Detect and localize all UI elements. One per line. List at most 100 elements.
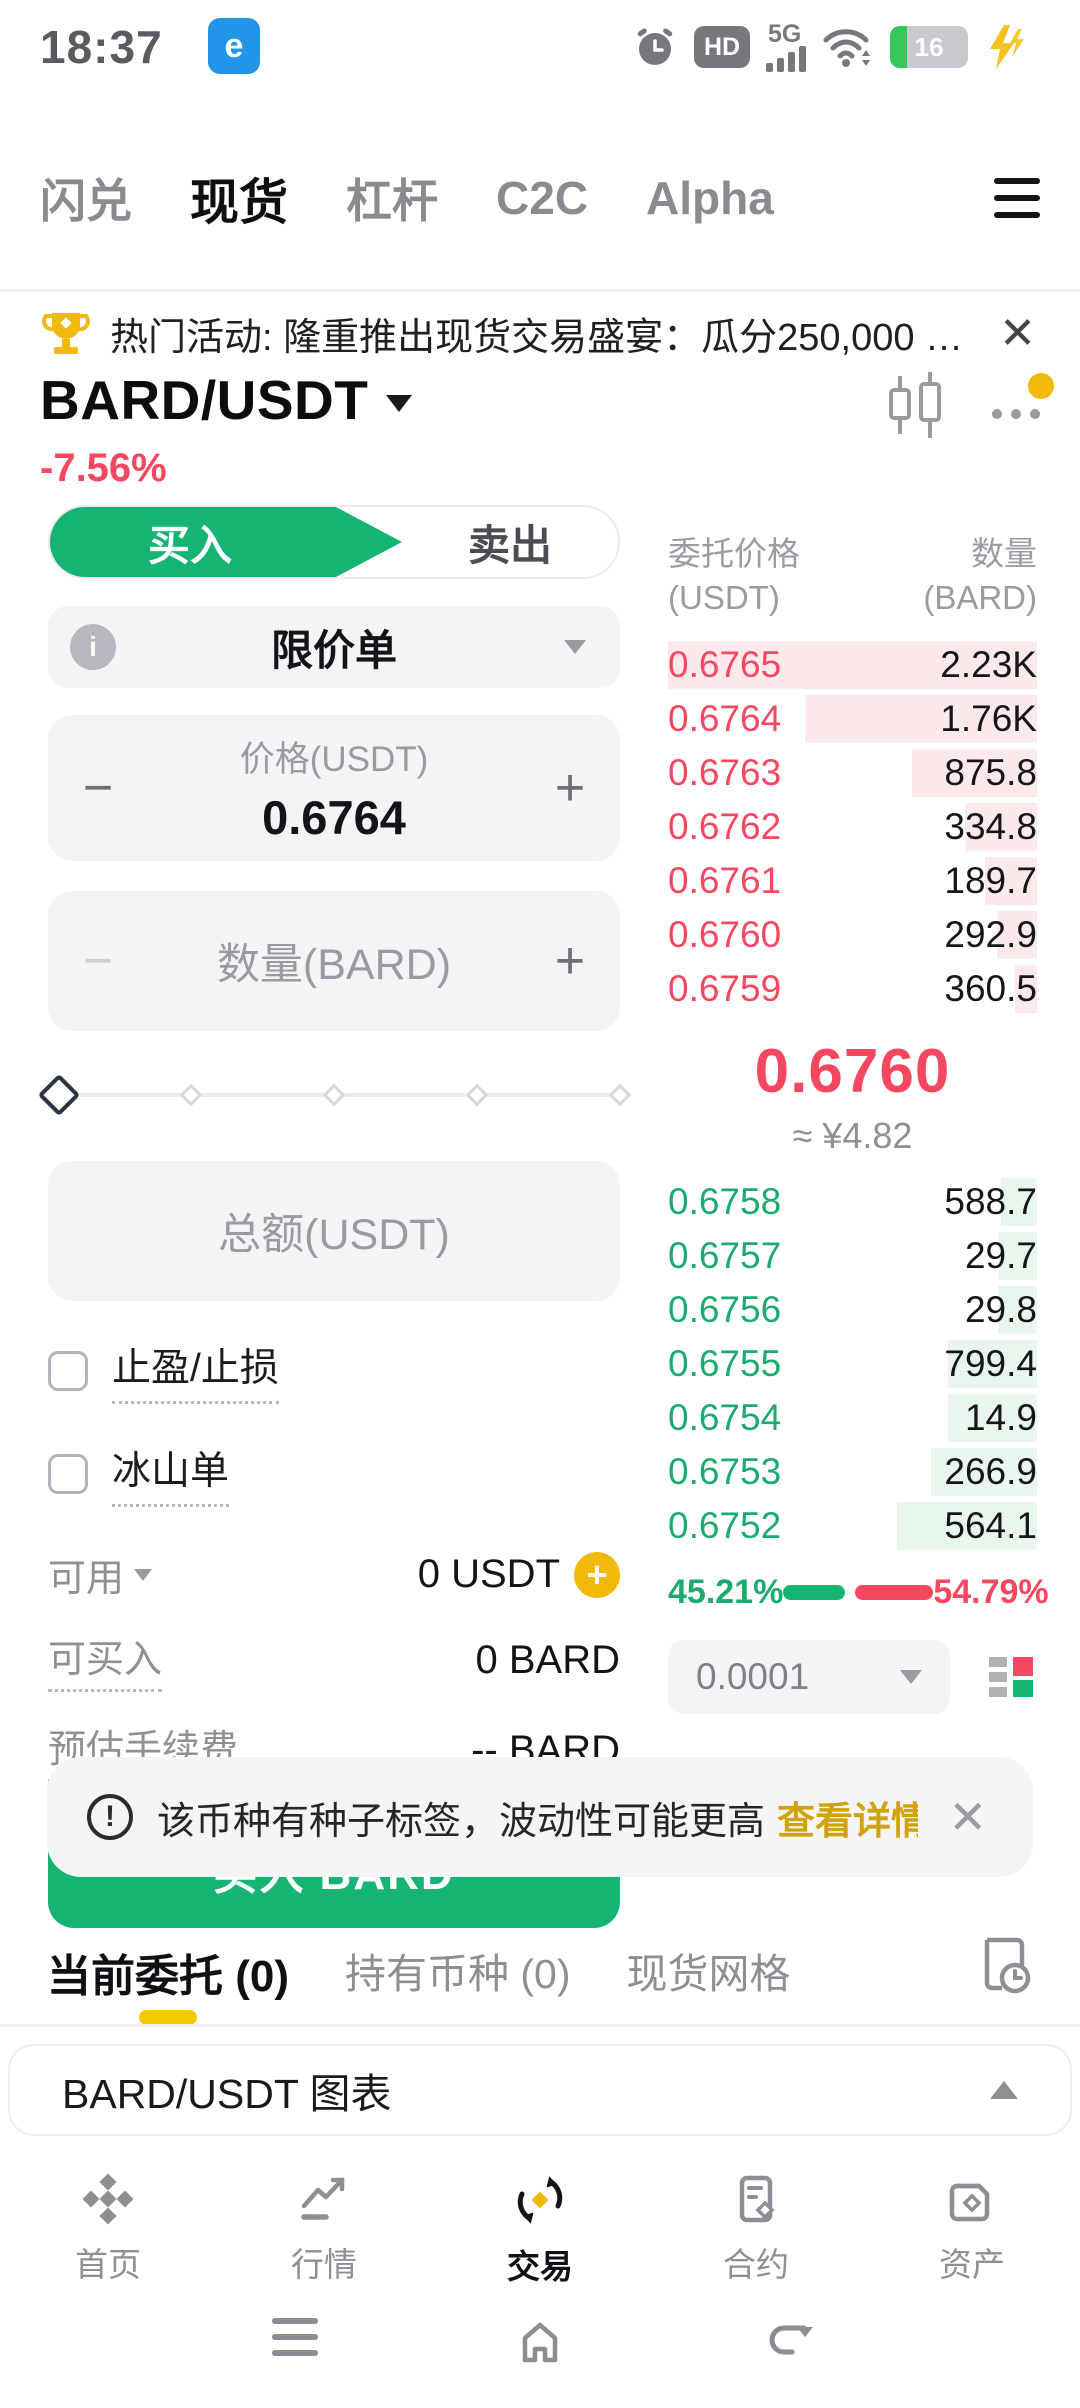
ask-row[interactable]: 0.6764 1.76K [668,692,1037,746]
bid-row[interactable]: 0.6757 29.7 [668,1229,1037,1283]
sell-side-tab[interactable]: 卖出 [402,507,618,577]
bid-row[interactable]: 0.6752 564.1 [668,1499,1037,1553]
bid-price: 0.6752 [668,1505,782,1546]
slider-tick-100[interactable] [608,1083,632,1107]
buy-ratio: 45.21% [668,1573,784,1611]
ask-amount: 360.5 [944,968,1037,1009]
tab-margin[interactable]: 杠杆 [346,175,439,227]
total-input[interactable]: 总额(USDT) [48,1161,620,1301]
last-price-block[interactable]: 0.6760 ≈ ¥4.82 [668,1016,1037,1175]
wifi-icon [823,29,870,67]
ask-row[interactable]: 0.6762 334.8 [668,800,1037,854]
tab-convert[interactable]: 闪兑 [40,175,132,227]
amount-plus-button[interactable]: + [554,932,586,990]
price-plus-button[interactable]: + [554,759,586,817]
nav-markets[interactable]: 行情 [216,2172,432,2288]
slider-tick-25[interactable] [179,1083,203,1107]
slider-handle[interactable] [38,1073,81,1117]
bid-row[interactable]: 0.6753 266.9 [668,1445,1037,1499]
iceberg-option[interactable]: 冰山单 [48,1440,620,1507]
divider [0,289,1080,292]
max-buy-row: 可买入 0 BARD [48,1628,620,1692]
buy-side-tab[interactable]: 买入 [50,507,402,577]
warning-close-icon[interactable]: ✕ [948,1791,987,1843]
nav-home[interactable]: 首页 [0,2172,216,2288]
android-back-icon[interactable] [760,2314,816,2366]
more-options-icon[interactable] [992,373,1054,419]
status-bar: 18:37 e HD 5G [0,14,1080,78]
ask-row[interactable]: 0.6765 2.23K [668,638,1037,692]
depth-bar [911,749,1037,797]
price-value: 0.6764 [262,791,406,844]
ask-price: 0.6762 [668,806,782,847]
cellular-signal-icon: 5G [766,22,806,72]
ask-row[interactable]: 0.6760 292.9 [668,908,1037,962]
tab-alpha[interactable]: Alpha [646,172,774,224]
deposit-plus-icon[interactable]: + [574,1551,620,1598]
iceberg-checkbox[interactable] [48,1453,88,1494]
tab-spot-grid[interactable]: 现货网格 [626,1951,791,1997]
view-details-link[interactable]: 查看详情 [777,1800,919,1843]
max-buy-value: 0 BARD [475,1637,621,1682]
depth-bar [804,695,1037,743]
recents-icon[interactable] [272,2318,318,2356]
android-home-icon[interactable] [512,2312,568,2368]
order-type-select[interactable]: i 限价单 [48,606,620,688]
promo-banner[interactable]: 热门活动: 隆重推出现货交易盛宴：瓜分250,000 US... ✕ [40,302,1040,364]
order-type-value: 限价单 [270,626,397,674]
tab-open-orders[interactable]: 当前委托 (0) [47,1934,289,2004]
slider-tick-75[interactable] [465,1083,489,1107]
pair-selector[interactable]: BARD/USDT [40,368,1040,432]
order-history-icon[interactable] [977,1934,1033,1994]
charging-bolt-icon [990,25,1024,69]
hd-icon: HD [694,26,750,68]
tab-holdings[interactable]: 持有币种 (0) [345,1951,571,1997]
nav-futures[interactable]: 合约 [648,2172,864,2288]
ask-row[interactable]: 0.6763 875.8 [668,746,1037,800]
tpsl-checkbox[interactable] [48,1350,88,1391]
ask-row[interactable]: 0.6761 189.7 [668,854,1037,908]
info-icon[interactable]: i [70,624,116,670]
hamburger-menu-icon[interactable] [994,178,1040,218]
price-input[interactable]: − 价格(USDT) 0.6764 + [48,715,620,861]
bottom-navigation: 首页 行情 交易 [0,2172,1080,2288]
collapse-arrow-icon[interactable] [990,2081,1018,2099]
candlestick-chart-icon[interactable] [882,370,948,440]
tpsl-option[interactable]: 止盈/止损 [48,1337,620,1404]
nav-trade[interactable]: 交易 [432,2172,648,2288]
bid-amount: 588.7 [944,1181,1037,1222]
bid-row[interactable]: 0.6754 14.9 [668,1391,1037,1445]
iceberg-label: 冰山单 [112,1440,230,1507]
tab-c2c[interactable]: C2C [496,172,589,224]
bid-row[interactable]: 0.6755 799.4 [668,1337,1037,1391]
available-label-group[interactable]: 可用 [48,1547,153,1602]
ask-row[interactable]: 0.6759 360.5 [668,962,1037,1016]
book-display-mode-icon[interactable] [987,1652,1037,1702]
bid-price: 0.6755 [668,1343,782,1384]
price-minus-button[interactable]: − [82,759,114,817]
chart-panel-header[interactable]: BARD/USDT 图表 [8,2044,1072,2136]
chevron-down-icon [134,1568,153,1581]
depth-ratio-row: 45.21% 54.79% [668,1573,1049,1612]
amount-input[interactable]: − 数量(BARD) + [48,891,620,1031]
amount-minus-button[interactable]: − [82,932,114,990]
tab-spot[interactable]: 现货 [190,175,289,230]
fiat-equivalent: ≈ ¥4.82 [792,1115,913,1156]
amount-placeholder: 数量(BARD) [216,941,452,989]
chevron-down-icon [386,394,413,412]
depth-bar [965,803,1037,851]
tick-size-select[interactable]: 0.0001 [668,1640,950,1714]
depth-bar [931,1448,1037,1496]
bid-price: 0.6757 [668,1235,782,1276]
amount-percent-slider[interactable] [38,1073,632,1117]
promo-close-icon[interactable]: ✕ [999,308,1036,358]
bid-row[interactable]: 0.6758 588.7 [668,1175,1037,1229]
sell-ratio: 54.79% [933,1573,1049,1611]
slider-tick-50[interactable] [322,1083,346,1107]
futures-contract-icon [739,2175,775,2223]
trophy-icon [42,313,90,354]
depth-bar [1001,1178,1037,1226]
alert-icon: ! [87,1794,133,1840]
bid-row[interactable]: 0.6756 29.8 [668,1283,1037,1337]
nav-assets[interactable]: 资产 [864,2172,1080,2288]
